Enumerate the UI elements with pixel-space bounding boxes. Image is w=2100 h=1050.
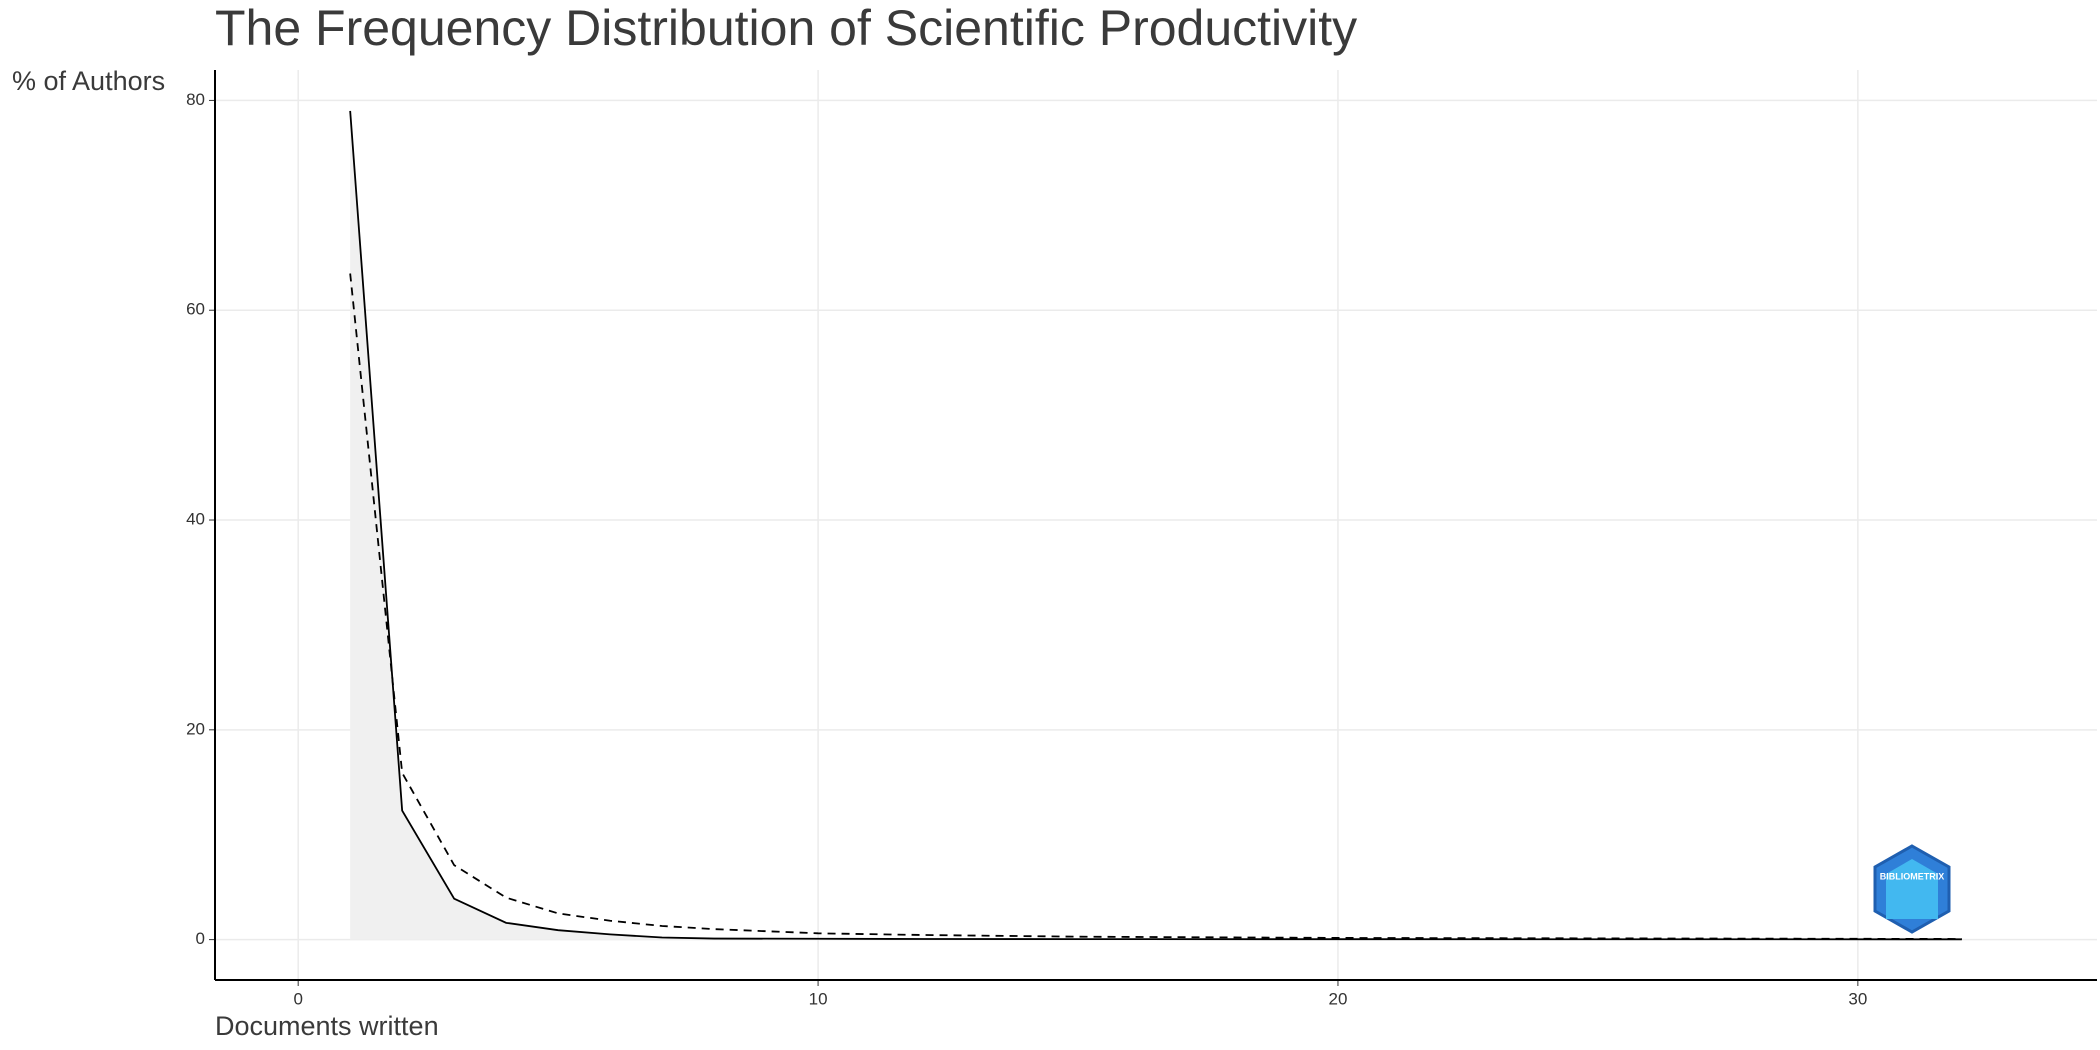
y-tick-label: 60	[186, 300, 205, 319]
logo-inner	[1886, 859, 1938, 919]
line	[349, 110, 1962, 941]
y-tick-label: 0	[196, 929, 205, 948]
y-tick-label: 40	[186, 510, 205, 529]
plot-area: 0 20 40 60 80 0 10 20 30	[186, 70, 2097, 1008]
x-axis-label: Documents written	[215, 1011, 439, 1041]
y-tick-label: 80	[186, 90, 205, 109]
x-tick-label: 30	[1848, 989, 1867, 1008]
x-tick-label: 10	[809, 989, 828, 1008]
area	[350, 110, 1962, 940]
logo-text: BIBLIOMETRIX	[1880, 871, 1945, 881]
y-tick-label: 20	[186, 719, 205, 738]
x-tick-label: 20	[1329, 989, 1348, 1008]
x-tick-label: 0	[293, 989, 302, 1008]
line	[349, 273, 1962, 940]
y-axis-label: % of Authors	[12, 66, 165, 96]
logo: BIBLIOMETRIX	[1873, 844, 1951, 934]
chart-title: The Frequency Distribution of Scientific…	[215, 0, 1357, 56]
